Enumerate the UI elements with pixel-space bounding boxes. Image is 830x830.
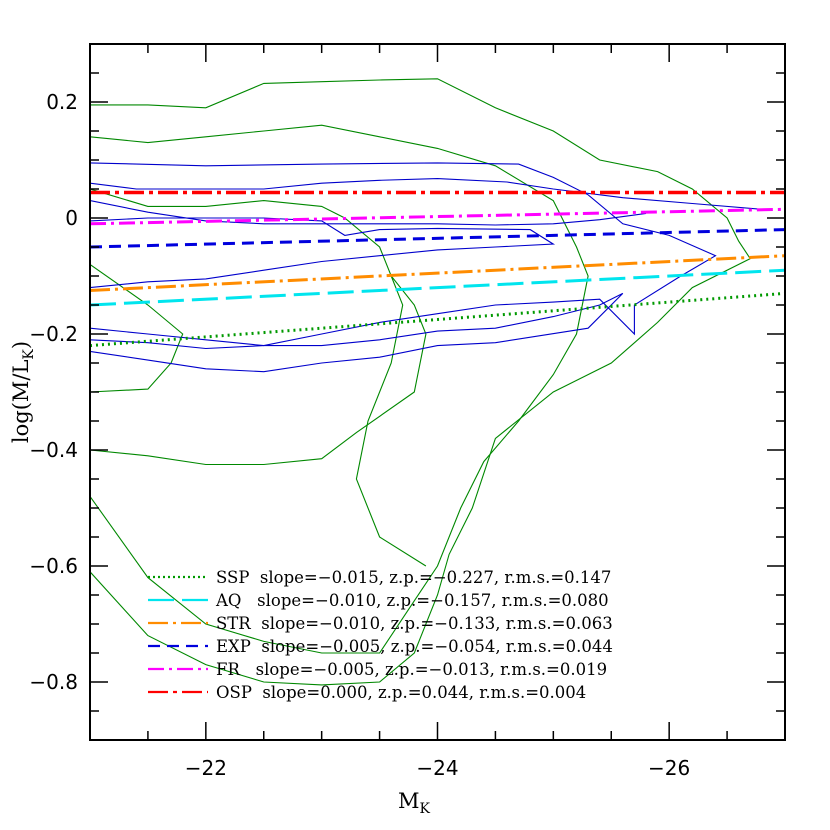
series-line-aq bbox=[90, 268, 785, 307]
blue-contour bbox=[90, 178, 762, 210]
legend-label-aq: AQ slope=−0.010, z.p.=−0.157, r.m.s.=0.0… bbox=[215, 591, 609, 610]
series-line-str bbox=[90, 254, 785, 292]
x-tick-label: −24 bbox=[416, 756, 458, 780]
x-axis-title-main: M bbox=[398, 789, 420, 813]
green-contour bbox=[90, 124, 589, 654]
y-tick-label: 0.2 bbox=[46, 90, 78, 114]
x-axis-title-sub: K bbox=[420, 801, 431, 817]
tick-labels: −22 −24 −26 0.2 0 −0.2 −0.4 −0.6 −0.8 bbox=[29, 90, 690, 780]
y-axis-title-end: ) bbox=[9, 341, 33, 349]
y-tick-label: −0.2 bbox=[29, 322, 78, 346]
y-tick-label: −0.6 bbox=[29, 554, 78, 578]
legend: SSP slope=−0.015, z.p.=−0.227, r.m.s.=0.… bbox=[148, 568, 613, 702]
x-axis-title: MK bbox=[398, 789, 431, 817]
series-line-exp bbox=[90, 228, 785, 249]
blue-contour bbox=[90, 162, 717, 350]
blue-contour bbox=[90, 217, 556, 289]
y-tick-label: −0.4 bbox=[29, 438, 78, 462]
legend-label-exp: EXP slope=−0.005, z.p.=−0.054, r.m.s.=0.… bbox=[216, 637, 613, 656]
plot-frame bbox=[89, 43, 786, 741]
legend-label-str: STR slope=−0.010, z.p.=−0.133, r.m.s.=0.… bbox=[216, 614, 613, 633]
series-line-ssp bbox=[90, 291, 785, 348]
x-tick-label: −22 bbox=[185, 756, 227, 780]
y-axis-title-main: log(M/L bbox=[9, 360, 33, 444]
x-tick-label: −26 bbox=[648, 756, 690, 780]
green-contour bbox=[90, 263, 184, 393]
green-contour bbox=[355, 275, 427, 567]
legend-label-osp: OSP slope=0.000, z.p.=0.044, r.m.s.=0.00… bbox=[216, 683, 586, 702]
y-axis-title-sub: K bbox=[21, 349, 37, 360]
legend-label-fr: FR slope=−0.005, z.p.=−0.013, r.m.s.=0.0… bbox=[216, 660, 607, 679]
y-tick-label: −0.8 bbox=[29, 670, 78, 694]
y-axis-title: log(M/LK) bbox=[9, 341, 37, 443]
y-tick-label: 0 bbox=[65, 206, 78, 230]
fit-lines-layer bbox=[90, 190, 785, 348]
contour-layer bbox=[90, 78, 762, 686]
blue-contour bbox=[90, 292, 624, 373]
green-contour bbox=[90, 188, 427, 466]
legend-label-ssp: SSP slope=−0.015, z.p.=−0.227, r.m.s.=0.… bbox=[216, 568, 611, 587]
